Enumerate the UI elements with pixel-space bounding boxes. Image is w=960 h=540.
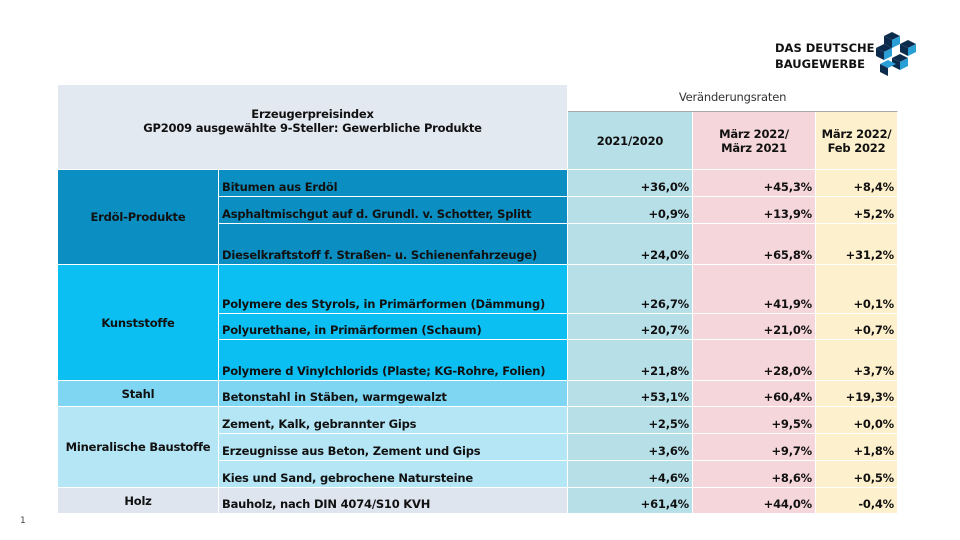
product-name: Polyurethane, in Primärformen (Schaum): [219, 314, 568, 340]
rate-value: +0,9%: [568, 197, 693, 224]
rate-value: +0,1%: [816, 265, 898, 314]
rate-value: +44,0%: [693, 488, 816, 514]
group-name: Mineralische Baustoffe: [58, 407, 219, 488]
rate-value: +1,8%: [816, 434, 898, 461]
column-header: März 2022/ Feb 2022: [816, 112, 898, 170]
product-name: Kies und Sand, gebrochene Natursteine: [219, 461, 568, 488]
rate-value: +13,9%: [693, 197, 816, 224]
product-name: Betonstahl in Stäben, warmgewalzt: [219, 381, 568, 407]
rate-value: +28,0%: [693, 340, 816, 381]
rate-value: +61,4%: [568, 488, 693, 514]
group-name: Stahl: [58, 381, 219, 407]
rate-value: +19,3%: [816, 381, 898, 407]
product-name: Dieselkraftstoff f. Straßen- u. Schienen…: [219, 224, 568, 265]
rate-value: +26,7%: [568, 265, 693, 314]
product-name: Bauholz, nach DIN 4074/S10 KVH: [219, 488, 568, 514]
rate-value: +8,4%: [816, 170, 898, 197]
rate-value: +20,7%: [568, 314, 693, 340]
page-number: 1: [20, 516, 26, 526]
column-header: März 2022/ März 2021: [693, 112, 816, 170]
group-name: Holz: [58, 488, 219, 514]
logo-icon: [876, 32, 916, 76]
rate-value: +21,8%: [568, 340, 693, 381]
rate-value: +5,2%: [816, 197, 898, 224]
rate-value: +3,6%: [568, 434, 693, 461]
product-name: Bitumen aus Erdöl: [219, 170, 568, 197]
product-name: Zement, Kalk, gebrannter Gips: [219, 407, 568, 434]
rate-value: +8,6%: [693, 461, 816, 488]
logo-text: DAS DEUTSCHE BAUGEWERBE: [775, 40, 875, 72]
rate-value: -0,4%: [816, 488, 898, 514]
rate-value: +21,0%: [693, 314, 816, 340]
rate-value: +24,0%: [568, 224, 693, 265]
group-name: Kunststoffe: [58, 265, 219, 381]
rate-value: +53,1%: [568, 381, 693, 407]
logo-line: DAS DEUTSCHE: [775, 41, 875, 55]
product-name: Erzeugnisse aus Beton, Zement und Gips: [219, 434, 568, 461]
rate-value: +0,7%: [816, 314, 898, 340]
group-name: Erdöl-Produkte: [58, 170, 219, 265]
rate-value: +36,0%: [568, 170, 693, 197]
rate-value: +9,5%: [693, 407, 816, 434]
rate-value: +0,0%: [816, 407, 898, 434]
rate-value: +45,3%: [693, 170, 816, 197]
logo-line: BAUGEWERBE: [775, 57, 865, 71]
rate-value: +2,5%: [568, 407, 693, 434]
rate-value: +60,4%: [693, 381, 816, 407]
rate-value: +65,8%: [693, 224, 816, 265]
rate-value: +41,9%: [693, 265, 816, 314]
group-header: Veränderungsraten: [568, 85, 898, 112]
rate-value: +31,2%: [816, 224, 898, 265]
header-text: Erzeugerpreisindex: [251, 107, 374, 121]
header-title: Erzeugerpreisindex GP2009 ausgewählte 9-S…: [58, 85, 568, 170]
rate-value: +9,7%: [693, 434, 816, 461]
column-header: 2021/2020: [568, 112, 693, 170]
header-text: GP2009 ausgewählte 9-Steller: Gewerblich…: [143, 121, 482, 135]
product-name: Asphaltmischgut auf d. Grundl. v. Schott…: [219, 197, 568, 224]
rate-value: +0,5%: [816, 461, 898, 488]
rate-value: +3,7%: [816, 340, 898, 381]
product-name: Polymere des Styrols, in Primärformen (D…: [219, 265, 568, 314]
rate-value: +4,6%: [568, 461, 693, 488]
product-name: Polymere d Vinylchlorids (Plaste; KG-Roh…: [219, 340, 568, 381]
